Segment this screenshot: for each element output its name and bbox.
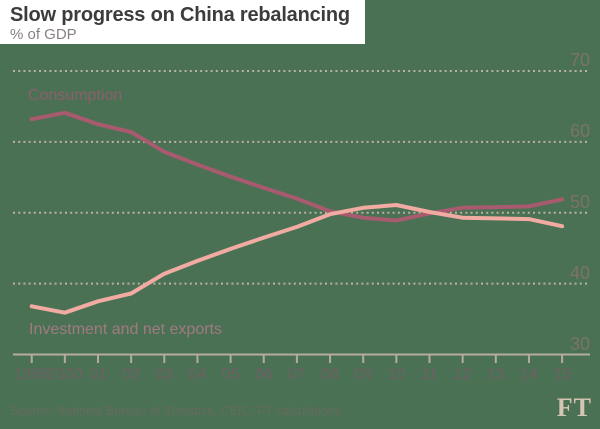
y-axis-label-30: 30: [569, 333, 590, 354]
x-axis-label-2000: 2000: [47, 366, 83, 383]
x-axis-label-12: 12: [453, 366, 472, 383]
y-axis-label-40: 40: [569, 262, 590, 283]
chart-header: Slow progress on China rebalancing % of …: [0, 0, 365, 44]
x-axis-label-04: 04: [188, 366, 207, 383]
x-axis-label-09: 09: [354, 366, 373, 383]
x-axis-label-13: 13: [486, 366, 505, 383]
series-line-consumption: [29, 110, 565, 223]
chart-title: Slow progress on China rebalancing: [10, 4, 350, 26]
y-axis-label-70: 70: [569, 50, 590, 70]
x-axis-label-1999: 1999: [13, 366, 50, 383]
ft-logo: FT: [556, 393, 592, 422]
x-axis-label-08: 08: [321, 366, 339, 383]
source-note: Source: National Bureau of Statistics, C…: [10, 404, 342, 418]
series-line-investment: [29, 203, 565, 315]
x-axis-label-15: 15: [553, 366, 571, 383]
x-axis-label-07: 07: [287, 366, 306, 383]
y-axis-label-50: 50: [569, 191, 590, 212]
x-axis-label-06: 06: [254, 366, 273, 383]
series-label-consumption: Consumption: [28, 87, 123, 104]
x-axis-label-01: 01: [89, 366, 107, 383]
x-axis-label-14: 14: [520, 366, 538, 383]
x-axis-label-05: 05: [221, 366, 240, 383]
x-axis-label-03: 03: [155, 366, 174, 383]
series-label-investment: Investment and net exports: [29, 321, 222, 338]
x-axis-label-02: 02: [122, 366, 141, 383]
x-axis-label-11: 11: [421, 366, 438, 383]
chart-subtitle: % of GDP: [10, 26, 77, 43]
x-axis-label-10: 10: [387, 366, 406, 383]
y-axis-label-60: 60: [569, 120, 590, 141]
